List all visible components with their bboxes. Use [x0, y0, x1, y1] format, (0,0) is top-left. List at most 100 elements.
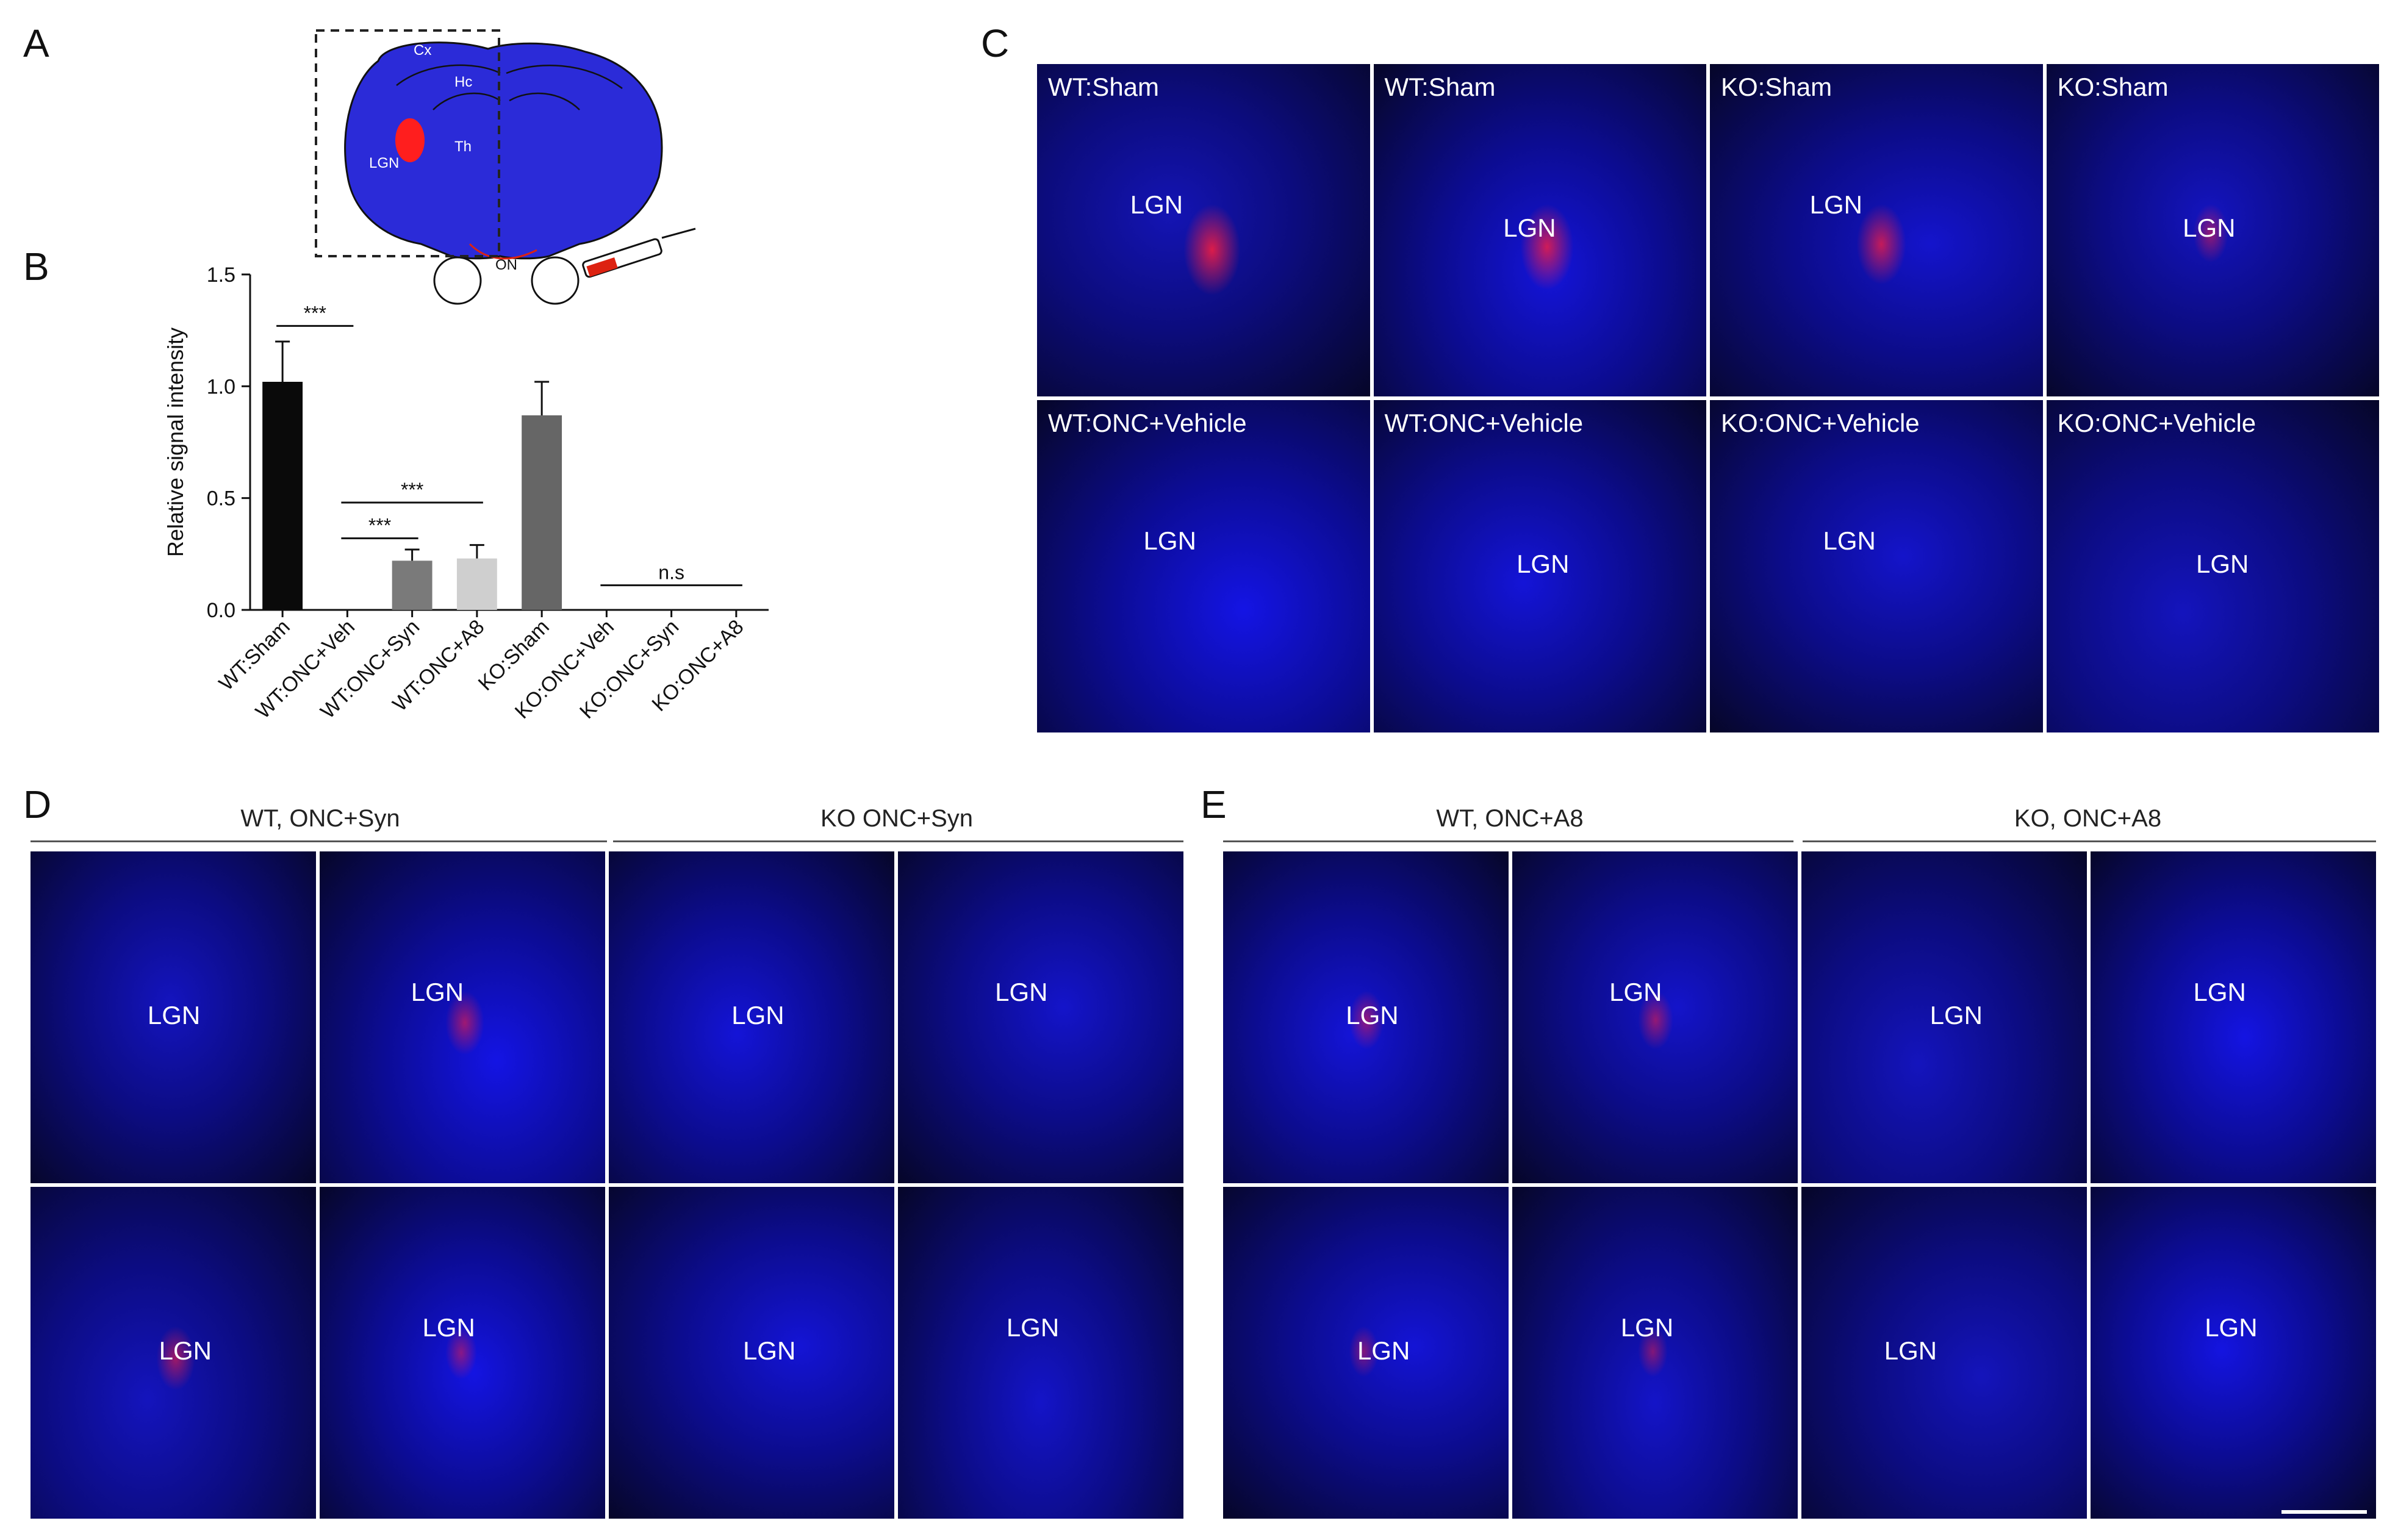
red-signal: [1183, 203, 1241, 296]
red-signal: [1856, 203, 1907, 285]
micrograph-tile: LGN: [31, 1187, 316, 1519]
lgn-label: LGN: [995, 977, 1048, 1006]
micrograph-tile: LGN: [1512, 1187, 1798, 1519]
panel-letter-a: A: [23, 21, 49, 65]
y-axis-label: Relative signal intensity: [163, 328, 188, 557]
micrograph-tile: KO:ONC+Vehicle LGN: [2046, 400, 2379, 732]
lgn-label: LGN: [1143, 526, 1196, 556]
group-label-ko-syn: KO ONC+Syn: [820, 805, 974, 832]
tile-caption: WT:ONC+Vehicle: [1048, 409, 1247, 437]
group-label-wt-syn: WT, ONC+Syn: [240, 805, 400, 832]
red-signal: [1348, 1326, 1379, 1377]
tile-caption: WT:ONC+Vehicle: [1384, 409, 1584, 437]
bar: [262, 382, 303, 610]
label-th: Th: [454, 138, 472, 155]
lgn-label: LGN: [2183, 213, 2236, 243]
bar: [392, 560, 433, 610]
label-hc: Hc: [454, 74, 472, 90]
group-label-wt-a8: WT, ONC+A8: [1436, 805, 1584, 832]
lgn-label: LGN: [147, 1000, 201, 1030]
tile-caption: KO:Sham: [1721, 73, 1833, 101]
panel-e-grid: LGN LGN LGN LGN LGN LGN LGN LGN: [1223, 851, 2376, 1519]
micrograph-tile: LGN: [609, 851, 894, 1183]
micrograph-tile: LGN: [1223, 851, 1509, 1183]
micrograph-tile: WT:Sham LGN: [1037, 64, 1370, 396]
group-rule: [613, 840, 1183, 842]
lgn-label: LGN: [422, 1313, 475, 1342]
group-rule: [31, 840, 607, 842]
panel-letter-d: D: [23, 783, 52, 826]
sig-marker: ***: [368, 515, 391, 537]
lgn-highlight: [395, 118, 425, 162]
brain-schematic: Cx Hc Th LGN ON: [315, 29, 696, 305]
chart-significance: *** *** *** n.s: [276, 302, 742, 587]
lgn-label: LGN: [1823, 526, 1876, 556]
red-signal: [156, 1326, 195, 1391]
sig-marker: ***: [304, 302, 326, 324]
bar: [522, 415, 562, 610]
lgn-label: LGN: [2195, 550, 2249, 579]
red-signal: [445, 990, 484, 1056]
lgn-label: LGN: [1930, 1000, 1983, 1030]
tile-caption: KO:ONC+Vehicle: [1721, 409, 1920, 437]
red-signal: [1348, 990, 1384, 1050]
label-cx: Cx: [414, 42, 431, 59]
scale-bar: [2281, 1510, 2367, 1514]
tile-caption: WT:Sham: [1048, 73, 1160, 101]
y-tick-label: 1.5: [207, 263, 235, 287]
y-tick-label: 0.5: [207, 487, 235, 510]
lgn-label: LGN: [159, 1336, 212, 1365]
lgn-label: LGN: [2193, 977, 2246, 1006]
micrograph-tile: LGN: [2091, 851, 2376, 1183]
lgn-label: LGN: [1609, 977, 1662, 1006]
lgn-label: LGN: [1006, 1313, 1060, 1342]
micrograph-tile: KO:ONC+Vehicle LGN: [1710, 400, 2043, 732]
lgn-label: LGN: [1620, 1313, 1674, 1342]
panel-c-grid: WT:Sham LGN WT:Sham LGN KO:Sham LGN KO:Sham LGN…: [1037, 64, 2379, 732]
tile-caption: KO:Sham: [2057, 73, 2169, 101]
micrograph-tile: WT:ONC+Vehicle LGN: [1373, 400, 1706, 732]
lgn-label: LGN: [731, 1000, 784, 1030]
y-tick-label: 0.0: [207, 599, 235, 622]
bar: [456, 558, 497, 610]
lgn-label: LGN: [1517, 550, 1570, 579]
lgn-label: LGN: [1357, 1336, 1410, 1365]
micrograph-tile: WT:ONC+Vehicle LGN: [1037, 400, 1370, 732]
y-tick-label: 1.0: [207, 375, 235, 398]
lgn-label: LGN: [1130, 190, 1183, 220]
micrograph-tile: LGN: [1223, 1187, 1509, 1519]
red-signal: [1520, 203, 1574, 290]
sig-marker-ns: n.s: [658, 562, 684, 584]
micrograph-tile: LGN: [31, 851, 316, 1183]
micrograph-tile: LGN: [898, 851, 1183, 1183]
label-lgn: LGN: [369, 155, 399, 171]
group-label-ko-a8: KO, ONC+A8: [2014, 805, 2162, 832]
lgn-label: LGN: [1346, 1000, 1399, 1030]
lgn-label: LGN: [1884, 1336, 1937, 1365]
lgn-label: LGN: [411, 977, 464, 1006]
red-signal: [1637, 990, 1673, 1050]
panel-d-grid: LGN LGN LGN LGN LGN LGN LGN LGN: [31, 851, 1183, 1519]
micrograph-tile: LGN: [1512, 851, 1798, 1183]
micrograph-tile: LGN: [320, 1187, 605, 1519]
sig-marker: ***: [401, 479, 423, 501]
micrograph-tile: LGN: [1801, 1187, 2087, 1519]
micrograph-tile: LGN: [609, 1187, 894, 1519]
group-rule: [1223, 840, 1793, 842]
lgn-label: LGN: [1809, 190, 1862, 220]
micrograph-tile: LGN: [2091, 1187, 2376, 1519]
lgn-label: LGN: [742, 1336, 796, 1365]
label-on: ON: [495, 257, 517, 273]
micrograph-tile: KO:Sham LGN: [2046, 64, 2379, 396]
micrograph-tile: LGN: [1801, 851, 2087, 1183]
panel-letter-e: E: [1201, 783, 1227, 826]
red-signal: [2192, 203, 2228, 263]
chart-bars: [262, 340, 562, 610]
panel-letter-c: C: [981, 21, 1010, 65]
group-rule: [1803, 840, 2376, 842]
tile-caption: KO:ONC+Vehicle: [2057, 409, 2256, 437]
lgn-label: LGN: [2205, 1313, 2258, 1342]
lgn-label: LGN: [1503, 213, 1556, 243]
